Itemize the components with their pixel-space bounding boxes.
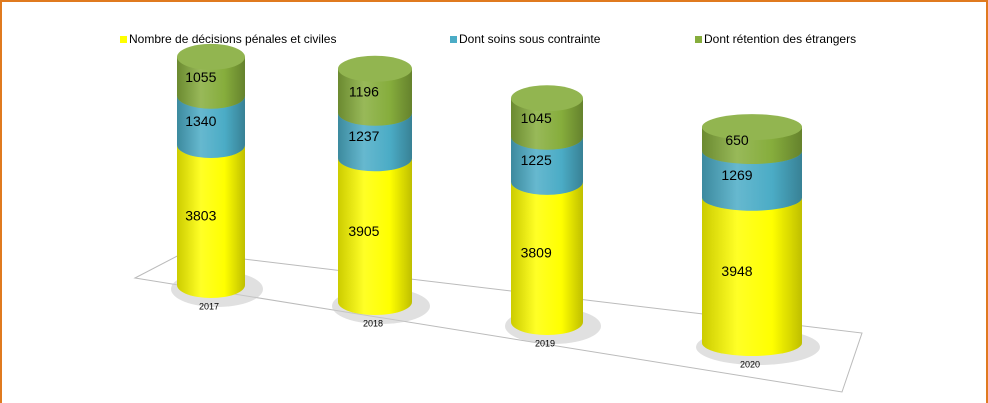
x-tick-label: 2018 [363,318,383,328]
segment [511,181,583,322]
value-label: 650 [725,132,749,148]
value-label: 3948 [721,263,752,279]
x-tick-label: 2020 [740,359,760,369]
segment [177,145,245,285]
value-label: 3905 [348,223,379,239]
value-label: 1045 [521,110,552,126]
legend-swatch [120,36,127,43]
value-label: 1340 [185,113,216,129]
value-label: 1055 [185,69,216,85]
segment [702,197,802,343]
value-label: 3809 [521,245,552,261]
value-label: 1237 [348,128,379,144]
segment-top [511,85,583,112]
x-tick-label: 2019 [535,338,555,348]
value-label: 1196 [349,83,379,99]
legend-swatch [695,36,702,43]
segment-top [702,114,802,141]
value-label: 3803 [185,208,216,224]
value-label: 1225 [521,152,552,168]
segment-top [177,43,245,70]
value-label: 1269 [721,167,752,183]
legend-label: Nombre de décisions pénales et civiles [129,32,336,46]
floor [133,251,863,393]
segment-top [338,55,412,82]
segment [338,158,412,302]
x-tick-label: 2017 [199,301,219,311]
legend-label: Dont soins sous contrainte [459,32,601,46]
legend-label: Dont rétention des étrangers [704,32,856,46]
legend-swatch [450,36,457,43]
